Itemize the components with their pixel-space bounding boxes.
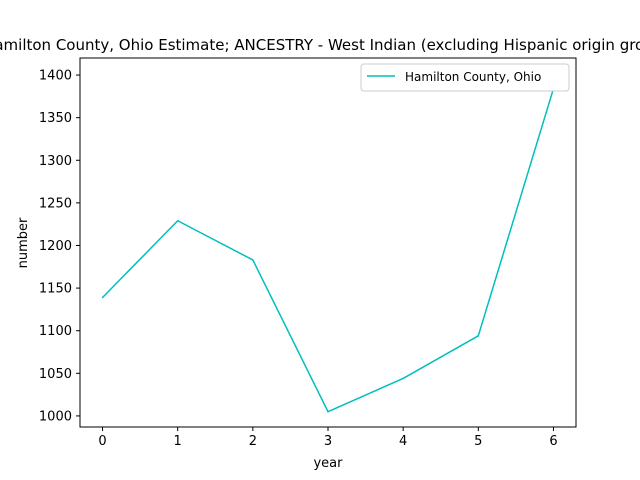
x-tick-label: 6 xyxy=(549,434,557,449)
y-tick-label: 1250 xyxy=(39,196,72,211)
chart-title: Hamilton County, Ohio Estimate; ANCESTRY… xyxy=(0,36,640,54)
data-point xyxy=(402,377,404,380)
axis-ticks: 0 1 2 3 4 5 6 1000 1050 1100 1150 1200 1250 1300 1350 1… xyxy=(39,69,558,449)
y-tick-label: 1100 xyxy=(39,324,72,339)
legend-label: Hamilton County, Ohio xyxy=(405,70,541,84)
x-tick-label: 5 xyxy=(474,434,482,449)
data-point xyxy=(176,220,179,222)
y-tick-label: 1050 xyxy=(39,367,72,382)
plot-lines xyxy=(101,87,555,413)
series-line xyxy=(102,88,555,413)
y-tick-label: 1400 xyxy=(39,69,72,84)
data-point xyxy=(327,410,329,413)
x-tick-label: 2 xyxy=(249,434,257,449)
legend: Hamilton County, Ohio xyxy=(360,63,570,92)
plot-frame xyxy=(79,57,577,428)
x-tick-label: 1 xyxy=(174,434,182,449)
x-tick-label: 3 xyxy=(324,434,332,449)
data-point xyxy=(101,296,104,299)
legend-box xyxy=(360,63,570,92)
y-tick-label: 1350 xyxy=(39,111,72,126)
y-tick-label: 1000 xyxy=(39,409,72,424)
x-tick-label: 0 xyxy=(98,434,106,449)
y-tick-label: 1200 xyxy=(39,239,72,254)
data-point xyxy=(252,259,254,261)
data-point xyxy=(477,335,480,337)
x-tick-label: 4 xyxy=(399,434,407,449)
y-tick-label: 1300 xyxy=(39,154,72,169)
y-axis-label: number xyxy=(16,217,31,268)
y-tick-label: 1150 xyxy=(39,282,72,297)
x-axis-label: year xyxy=(313,456,343,471)
